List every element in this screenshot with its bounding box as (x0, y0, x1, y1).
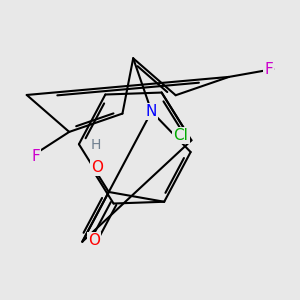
Text: F: F (265, 61, 273, 76)
Text: F: F (32, 149, 40, 164)
Text: N: N (146, 104, 157, 119)
Text: Cl: Cl (174, 128, 188, 143)
Text: H: H (90, 138, 101, 152)
Text: O: O (88, 233, 100, 248)
Text: O: O (91, 160, 103, 175)
